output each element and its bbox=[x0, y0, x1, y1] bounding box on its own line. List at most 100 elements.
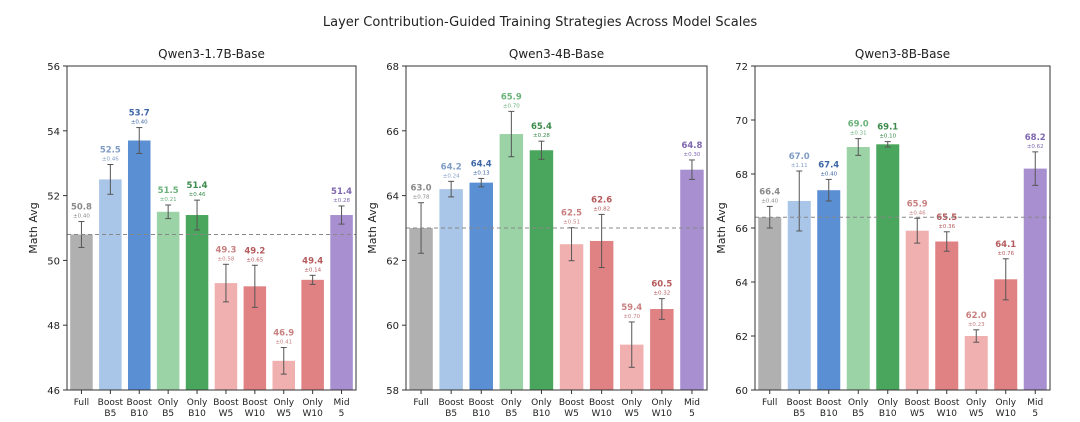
y-axis-label: Math Avg bbox=[715, 202, 728, 253]
error-label: ±0.40 bbox=[131, 120, 148, 126]
x-tick-label: Mid bbox=[1027, 398, 1043, 408]
error-label: ±0.82 bbox=[593, 206, 610, 212]
x-tick-label: B5 bbox=[162, 409, 174, 419]
bar-boost-w10 bbox=[935, 241, 959, 390]
y-tick-label: 48 bbox=[47, 321, 60, 332]
x-tick-label: 5 bbox=[689, 409, 695, 419]
x-tick-label: B5 bbox=[852, 409, 864, 419]
bar-only-b10 bbox=[876, 144, 900, 390]
x-tick-label: B5 bbox=[505, 409, 517, 419]
error-label: ±0.78 bbox=[413, 195, 430, 201]
data-label: 64.1 bbox=[995, 240, 1016, 250]
error-label: ±0.28 bbox=[333, 198, 350, 204]
bar-only-w10 bbox=[994, 279, 1018, 390]
x-tick-label: Full bbox=[74, 398, 89, 408]
x-tick-label: W10 bbox=[996, 409, 1017, 419]
error-label: ±0.30 bbox=[684, 152, 701, 158]
bar-full bbox=[758, 217, 782, 390]
panel-title: Qwen3-4B-Base bbox=[509, 47, 604, 61]
x-tick-label: B5 bbox=[793, 409, 805, 419]
x-tick-label: Boost bbox=[242, 398, 268, 408]
x-tick-label: Boost bbox=[559, 398, 585, 408]
x-tick-label: B10 bbox=[188, 409, 206, 419]
error-label: ±0.23 bbox=[968, 322, 985, 328]
x-tick-label: Boost bbox=[127, 398, 153, 408]
y-tick-label: 66 bbox=[386, 127, 399, 138]
error-label: ±0.70 bbox=[503, 103, 520, 109]
y-tick-label: 64 bbox=[735, 278, 748, 289]
bar-only-b5 bbox=[846, 147, 870, 390]
x-tick-label: 5 bbox=[339, 409, 345, 419]
y-tick-label: 62 bbox=[735, 332, 748, 343]
error-label: ±0.62 bbox=[1027, 144, 1044, 150]
data-label: 59.4 bbox=[621, 303, 642, 313]
x-tick-label: Full bbox=[413, 398, 428, 408]
x-tick-label: Only bbox=[501, 398, 522, 408]
data-label: 67.0 bbox=[789, 152, 810, 162]
bar-only-b5 bbox=[156, 211, 180, 390]
y-tick-label: 60 bbox=[735, 386, 748, 397]
x-tick-label: Only bbox=[158, 398, 179, 408]
x-tick-label: Boost bbox=[787, 398, 813, 408]
y-tick-label: 68 bbox=[386, 62, 399, 73]
bar-boost-w5 bbox=[559, 244, 584, 390]
data-label: 62.5 bbox=[561, 209, 582, 219]
x-tick-label: Only bbox=[302, 398, 323, 408]
data-label: 62.6 bbox=[591, 195, 612, 205]
error-label: ±0.46 bbox=[189, 192, 206, 198]
data-label: 66.4 bbox=[759, 187, 780, 197]
error-label: ±0.24 bbox=[443, 173, 460, 179]
error-label: ±0.10 bbox=[879, 134, 896, 140]
x-tick-label: Mid bbox=[334, 398, 350, 408]
y-tick-label: 46 bbox=[47, 386, 60, 397]
error-label: ±1.11 bbox=[791, 163, 808, 169]
plot-frame bbox=[66, 65, 357, 391]
error-label: ±0.70 bbox=[623, 314, 640, 320]
y-tick-label: 54 bbox=[47, 127, 60, 138]
error-label: ±0.40 bbox=[761, 198, 778, 204]
bar-boost-b5 bbox=[439, 189, 463, 390]
bar-only-w5 bbox=[272, 360, 296, 390]
error-label: ±0.13 bbox=[473, 170, 490, 176]
error-label: ±0.58 bbox=[218, 256, 235, 262]
x-tick-label: W5 bbox=[969, 409, 984, 419]
x-tick-label: Only bbox=[995, 398, 1016, 408]
bar-full bbox=[70, 234, 93, 390]
error-label: ±0.28 bbox=[533, 133, 550, 139]
bar-mid-5 bbox=[1023, 168, 1047, 390]
data-label: 60.5 bbox=[651, 280, 672, 290]
error-label: ±0.46 bbox=[909, 210, 926, 216]
x-tick-label: Only bbox=[652, 398, 673, 408]
y-tick-label: 60 bbox=[386, 321, 399, 332]
data-label: 65.9 bbox=[501, 92, 522, 102]
data-label: 64.8 bbox=[681, 141, 702, 151]
bar-only-w10 bbox=[650, 309, 674, 390]
bar-boost-b10 bbox=[127, 140, 151, 390]
error-label: ±0.21 bbox=[160, 197, 177, 203]
data-label: 69.0 bbox=[848, 120, 869, 130]
bar-boost-w5 bbox=[905, 230, 929, 390]
bar-mid-5 bbox=[330, 215, 353, 390]
bar-only-b10 bbox=[529, 150, 554, 390]
error-label: ±0.46 bbox=[102, 156, 119, 162]
data-label: 49.2 bbox=[244, 246, 265, 256]
bar-only-w5 bbox=[964, 336, 988, 390]
data-label: 53.7 bbox=[129, 109, 150, 119]
data-label: 69.1 bbox=[877, 123, 898, 133]
x-tick-label: B5 bbox=[104, 409, 116, 419]
y-tick-label: 58 bbox=[386, 386, 399, 397]
x-tick-label: W10 bbox=[652, 409, 673, 419]
error-label: ±0.76 bbox=[997, 251, 1014, 257]
error-label: ±0.40 bbox=[820, 171, 837, 177]
data-label: 64.4 bbox=[471, 159, 492, 169]
error-label: ±0.36 bbox=[938, 224, 955, 230]
data-label: 67.4 bbox=[818, 160, 839, 170]
panel-title: Qwen3-8B-Base bbox=[855, 47, 950, 61]
error-label: ±0.32 bbox=[653, 291, 670, 297]
y-tick-label: 72 bbox=[735, 62, 748, 73]
error-label: ±0.14 bbox=[304, 267, 321, 273]
x-tick-label: Boost bbox=[905, 398, 931, 408]
